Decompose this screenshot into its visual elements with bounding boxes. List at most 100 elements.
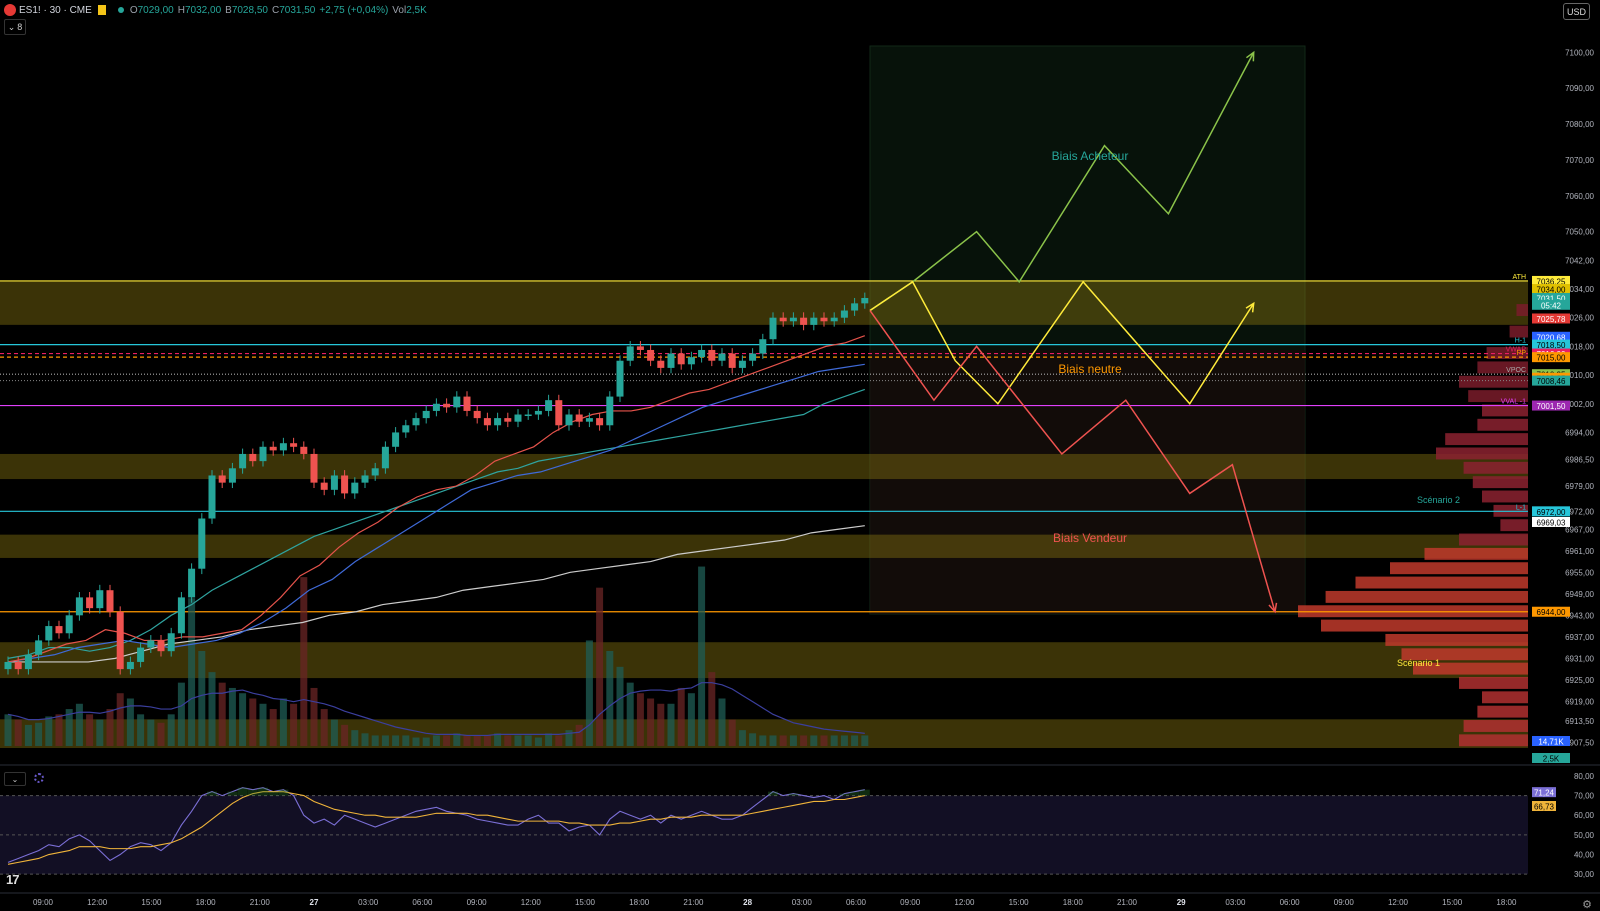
price-tag-11: 7008,46 — [1537, 377, 1566, 386]
rsi-tag-1: 66,73 — [1534, 803, 1555, 812]
volume-bar-23 — [239, 693, 247, 746]
price-tag-bg-0 — [1532, 275, 1570, 286]
symbol-title[interactable]: ES1! · 30 · CME — [19, 4, 92, 16]
projection-sell-area — [870, 350, 1305, 614]
y-tick-24: 6919,00 — [1565, 697, 1594, 706]
x-tick-23: 06:00 — [1280, 898, 1301, 907]
candle-body-44 — [453, 396, 461, 408]
rsi-tick-2: 60,00 — [1574, 811, 1595, 820]
volume-tag-0: 14,71K — [1538, 738, 1564, 747]
volume-bar-84 — [861, 735, 869, 746]
candle-body-51 — [524, 414, 532, 417]
volume-bar-16 — [167, 714, 175, 746]
volume-bar-70 — [718, 698, 726, 746]
volume-bar-69 — [708, 672, 716, 746]
volume-bar-27 — [279, 698, 287, 746]
x-tick-6: 03:00 — [358, 898, 379, 907]
candle-body-34 — [351, 482, 359, 494]
level-label-2: VWAP — [1506, 347, 1527, 354]
y-tick-18: 6955,00 — [1565, 568, 1594, 577]
tradingview-logo-icon[interactable]: 17 — [6, 872, 20, 887]
candle-body-71 — [728, 353, 736, 368]
x-tick-27: 18:00 — [1496, 898, 1517, 907]
rsi-ob-fill-27 — [278, 789, 289, 796]
x-tick-16: 09:00 — [900, 898, 921, 907]
volume-bar-78 — [800, 735, 808, 746]
candle-body-38 — [392, 432, 400, 447]
price-tag-bg-14 — [1532, 516, 1570, 527]
volume-bar-11 — [116, 693, 124, 746]
price-tag-1: 7034,00 — [1537, 286, 1566, 295]
candle-body-61 — [626, 346, 634, 361]
volume-bar-31 — [320, 709, 328, 746]
annotation-4: Scénario 1 — [1397, 658, 1440, 668]
x-tick-22: 03:00 — [1225, 898, 1246, 907]
candle-body-13 — [137, 647, 145, 662]
currency-button[interactable]: USD — [1563, 3, 1590, 20]
volume-profile-bar-10 — [1463, 461, 1528, 474]
volume-bar-0 — [4, 714, 12, 746]
rsi-tick-0: 80,00 — [1574, 772, 1595, 781]
price-tag-bg-13 — [1532, 506, 1570, 517]
rsi-ob-fill-20 — [207, 791, 217, 796]
candle-body-81 — [830, 317, 838, 322]
candle-body-62 — [636, 346, 644, 350]
y-tick-25: 6913,50 — [1565, 717, 1594, 726]
rsi-ob-fill-26 — [268, 791, 279, 796]
level-label-5: VVAL -1 — [1501, 399, 1526, 406]
y-tick-23: 6925,00 — [1565, 676, 1594, 685]
volume-tag-bg-1 — [1532, 753, 1570, 763]
rsi-ob-fill-25 — [258, 787, 268, 796]
volume-bar-45 — [463, 735, 471, 746]
price-tag-5: 7020,68 — [1537, 333, 1566, 342]
candle-body-55 — [565, 414, 573, 426]
candle-body-26 — [269, 446, 277, 451]
volume-tag-1: 2,5K — [1543, 755, 1560, 764]
x-tick-10: 15:00 — [575, 898, 596, 907]
volume-bar-60 — [616, 666, 624, 746]
volume-profile-bar-9 — [1436, 447, 1528, 460]
zone-band-3 — [0, 642, 1528, 679]
volume-bar-22 — [228, 687, 236, 746]
settings-gear-icon[interactable]: ⚙ — [1582, 899, 1592, 911]
scenario-neutral-path — [869, 280, 1255, 406]
x-tick-1: 12:00 — [87, 898, 108, 907]
candle-body-32 — [330, 475, 338, 490]
candle-body-10 — [106, 590, 114, 612]
candle-body-23 — [239, 453, 247, 469]
level-label-6: L-1 — [1516, 504, 1526, 511]
candle-body-65 — [667, 353, 675, 368]
volume-bar-50 — [514, 735, 522, 746]
price-tag-14: 6969,03 — [1537, 518, 1566, 527]
volume-bar-1 — [14, 719, 22, 746]
volume-profile-bar-1 — [1509, 325, 1528, 338]
high-label: H — [177, 4, 185, 16]
volume-bar-15 — [157, 722, 165, 746]
candle-body-60 — [616, 360, 624, 397]
scenario-sell-path — [869, 310, 1276, 612]
volume-bar-53 — [545, 733, 553, 746]
rsi-collapse-button[interactable]: ⌄ — [4, 772, 26, 786]
x-tick-8: 09:00 — [467, 898, 488, 907]
candle-body-42 — [432, 403, 440, 411]
x-tick-18: 15:00 — [1009, 898, 1030, 907]
volume-profile-bar-24 — [1413, 662, 1528, 675]
volume-bar-13 — [137, 714, 145, 746]
volume-profile-bar-15 — [1459, 533, 1528, 546]
x-tick-20: 21:00 — [1117, 898, 1138, 907]
volume-bar-51 — [524, 735, 532, 746]
volume-bar-29 — [300, 577, 308, 746]
volume-profile-bar-8 — [1445, 433, 1528, 446]
volume-bar-17 — [177, 682, 185, 746]
candle-body-3 — [35, 640, 43, 655]
collapse-indicators-button[interactable]: ⌄ 8 — [4, 19, 26, 35]
volume-tag-bg-0 — [1532, 736, 1570, 746]
volume-bar-68 — [698, 566, 706, 746]
flag-icon[interactable] — [97, 5, 106, 15]
rsi-tick-5: 30,00 — [1574, 870, 1595, 879]
volume-bar-56 — [575, 724, 583, 746]
volume-bar-48 — [494, 733, 502, 746]
low-value: 7028,50 — [231, 4, 268, 16]
rsi-settings-icon[interactable] — [34, 773, 44, 783]
